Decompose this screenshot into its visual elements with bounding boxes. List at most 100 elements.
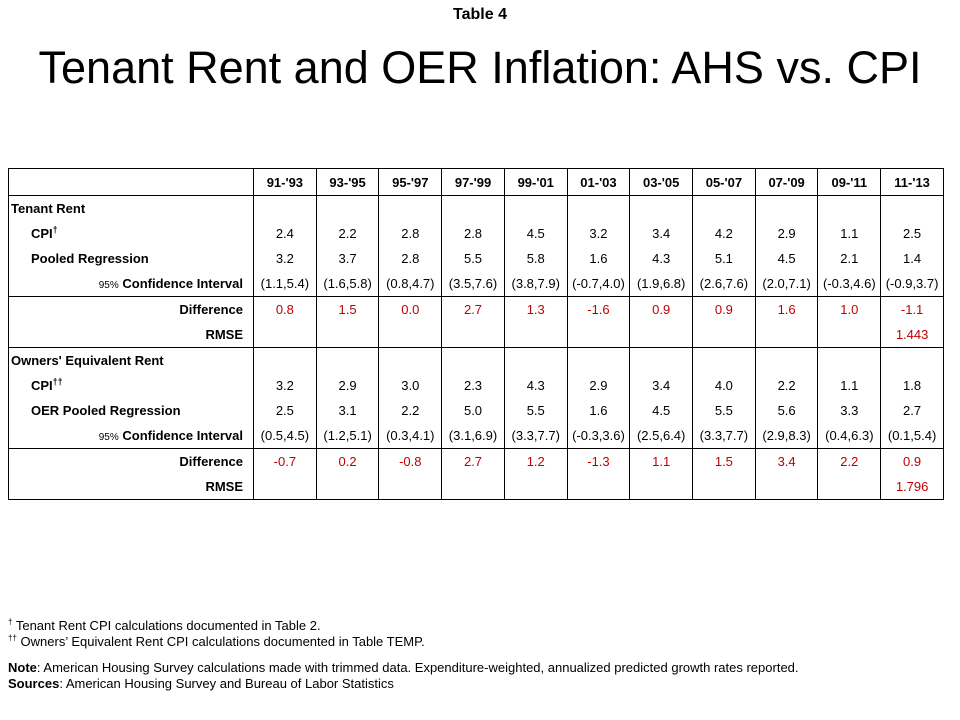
column-header: 97-'99 <box>441 168 505 196</box>
table-cell: 1.1 <box>629 448 693 474</box>
column-header: 01-'03 <box>566 168 630 196</box>
inflation-table: 91-'93 93-'95 95-'97 97-'99 99-'01 01-'0… <box>8 168 944 500</box>
table-cell: 2.2 <box>817 448 881 474</box>
table-cell: (0.5,4.5) <box>253 423 317 449</box>
table-cell: 1.6 <box>754 296 818 322</box>
table-cell: 2.7 <box>880 398 944 423</box>
table-cell: -0.8 <box>378 448 442 474</box>
table-cell: 5.5 <box>503 398 568 423</box>
table-cell: 1.1 <box>817 221 881 246</box>
table-cell: 3.4 <box>754 448 818 474</box>
table-cell: (-0.3,4.6) <box>817 271 881 297</box>
section-label: Owners' Equivalent Rent <box>11 353 164 368</box>
row-label: RMSE <box>8 322 254 348</box>
regression-row: Pooled Regression 3.2 3.7 2.8 5.5 5.8 1.6 4.3 5.… <box>9 246 944 271</box>
table-cell: -1.1 <box>880 296 944 322</box>
table-cell <box>503 322 568 348</box>
table-cell: (3.3,7.7) <box>692 423 756 449</box>
section-row: Owners' Equivalent Rent <box>9 347 944 373</box>
table-cell: 0.0 <box>378 296 442 322</box>
table-cell <box>315 474 379 500</box>
column-header: 03-'05 <box>629 168 693 196</box>
row-label: RMSE <box>205 479 243 494</box>
table-cell <box>503 474 568 500</box>
table-cell: (2.5,6.4) <box>629 423 693 449</box>
section-label: Tenant Rent <box>11 201 86 216</box>
table-cell <box>441 474 505 500</box>
table-cell <box>315 322 379 348</box>
table-cell: (3.8,7.9) <box>503 271 568 297</box>
ci-row: 95% Confidence Interval (1.1,5.4) (1.6,5.8… <box>8 271 944 297</box>
table-cell <box>503 195 568 221</box>
footnote-text: Tenant Rent CPI calculations documented … <box>15 618 321 633</box>
cpi-row: CPI†† 3.2 2.9 3.0 2.3 4.3 2.9 3.4 4.0 2.2 1.1 1.8 <box>9 373 944 398</box>
table-cell <box>566 195 630 221</box>
table-cell: 5.1 <box>692 246 756 271</box>
table-cell: 1.3 <box>503 296 568 322</box>
table-cell: 5.5 <box>692 398 756 423</box>
row-label: Difference <box>179 302 243 317</box>
footnote-mark: †† <box>8 633 17 643</box>
table-cell: 1.1 <box>817 373 881 398</box>
table-cell: 2.9 <box>754 221 818 246</box>
table-cell: (1.2,5.1) <box>315 423 379 449</box>
table-cell: -0.7 <box>253 448 317 474</box>
table-cell: 1.6 <box>566 246 630 271</box>
table-cell <box>253 474 317 500</box>
difference-row: Difference 0.8 1.5 0.0 2.7 1.3 -1.6 0.9 0.9 1.6 1.… <box>9 296 944 322</box>
note: Note: American Housing Survey calculatio… <box>8 660 948 676</box>
row-label: CPI†† <box>9 373 254 398</box>
table-cell: 4.0 <box>692 373 756 398</box>
table-cell <box>441 322 505 348</box>
table-cell: 4.2 <box>692 221 756 246</box>
table-cell <box>315 195 379 221</box>
column-header: 95-'97 <box>378 168 442 196</box>
table-cell: (3.3,7.7) <box>503 423 568 449</box>
table-cell: 3.7 <box>315 246 379 271</box>
table-cell: 1.8 <box>880 373 944 398</box>
table-cell: 4.3 <box>503 373 568 398</box>
sources-text: : American Housing Survey and Bureau of … <box>59 676 394 691</box>
table-cell <box>629 474 693 500</box>
table-cell: 4.5 <box>629 398 693 423</box>
column-header: 05-'07 <box>692 168 756 196</box>
column-header: 99-'01 <box>503 168 568 196</box>
table-number: Table 4 <box>453 6 507 23</box>
table-cell <box>880 347 944 373</box>
table-cell: 3.2 <box>253 373 317 398</box>
table-cell: 4.5 <box>754 246 818 271</box>
footnote-text: Owners’ Equivalent Rent CPI calculations… <box>20 634 425 649</box>
header-row: 91-'93 93-'95 95-'97 97-'99 99-'01 01-'0… <box>8 168 944 196</box>
table-cell: 2.5 <box>880 221 944 246</box>
table-cell <box>754 195 818 221</box>
table-cell: 5.6 <box>754 398 818 423</box>
table-cell: (3.5,7.6) <box>441 271 505 297</box>
table-cell: 2.2 <box>754 373 818 398</box>
note-text: : American Housing Survey calculations m… <box>36 660 799 675</box>
table-cell: 2.2 <box>378 398 442 423</box>
table-cell: 4.5 <box>503 221 568 246</box>
row-label: Pooled Regression <box>31 251 149 266</box>
column-header: 93-'95 <box>315 168 379 196</box>
sources-label: Sources <box>8 676 60 691</box>
table-cell <box>692 195 756 221</box>
row-label-text: Confidence Interval <box>122 428 243 443</box>
table-cell: (-0.9,3.7) <box>880 271 944 297</box>
column-header: 91-'93 <box>253 168 317 196</box>
row-label-percent: 95% <box>98 432 119 443</box>
table-cell: 2.7 <box>441 448 505 474</box>
table-cell: 1.4 <box>880 246 944 271</box>
footnote-tenant: † Tenant Rent CPI calculations documente… <box>8 618 948 634</box>
rmse-row: RMSE 1.796 <box>9 474 944 500</box>
table-cell <box>253 322 317 348</box>
regression-row: OER Pooled Regression 2.5 3.1 2.2 5.0 5.5 1.6 4… <box>9 398 944 423</box>
table-cell <box>692 474 756 500</box>
table-cell: 2.8 <box>378 221 442 246</box>
table-cell: 3.4 <box>629 373 693 398</box>
table-cell: 3.1 <box>315 398 379 423</box>
table-cell: 5.8 <box>503 246 568 271</box>
table-cell: 2.9 <box>566 373 630 398</box>
table-cell: 1.796 <box>880 474 944 500</box>
table-cell <box>817 347 881 373</box>
table-cell <box>566 474 630 500</box>
